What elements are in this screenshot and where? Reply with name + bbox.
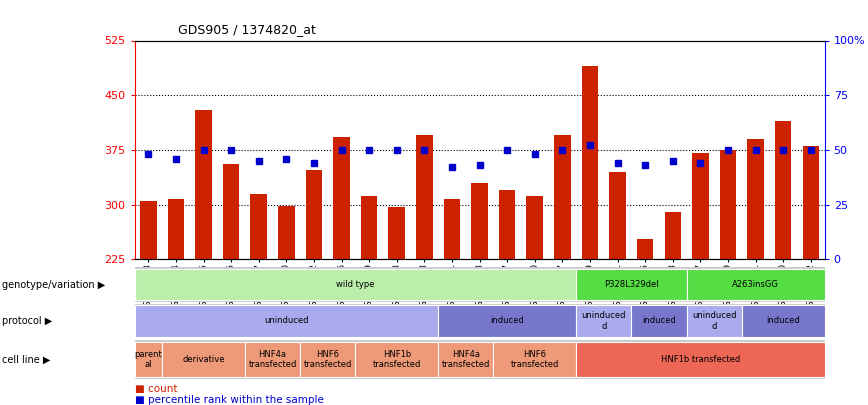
Bar <box>389 207 405 259</box>
Text: P328L329del: P328L329del <box>604 280 659 289</box>
Bar <box>223 164 240 259</box>
Bar <box>471 183 488 259</box>
Bar <box>438 305 576 337</box>
Bar <box>306 170 322 259</box>
Bar <box>665 212 681 259</box>
Bar <box>687 269 825 301</box>
Bar <box>576 342 825 377</box>
Text: derivative: derivative <box>182 355 225 364</box>
Bar <box>637 239 654 259</box>
Text: HNF1b
transfected: HNF1b transfected <box>372 350 421 369</box>
Text: uninduced
d: uninduced d <box>692 311 736 330</box>
Bar <box>245 342 300 377</box>
Text: HNF6
transfected: HNF6 transfected <box>510 350 559 369</box>
Bar <box>803 146 819 259</box>
Bar <box>438 342 493 377</box>
Bar <box>687 305 742 337</box>
Text: induced: induced <box>490 316 524 326</box>
Bar <box>499 190 516 259</box>
Text: cell line ▶: cell line ▶ <box>2 354 50 364</box>
Text: genotype/variation ▶: genotype/variation ▶ <box>2 279 105 290</box>
Text: HNF4a
transfected: HNF4a transfected <box>442 350 490 369</box>
Bar <box>195 110 212 259</box>
Text: HNF1b transfected: HNF1b transfected <box>661 355 740 364</box>
Bar <box>576 305 631 337</box>
Text: HNF4a
transfected: HNF4a transfected <box>248 350 297 369</box>
Text: parent
al: parent al <box>135 350 162 369</box>
Bar <box>333 137 350 259</box>
Bar <box>444 199 460 259</box>
Bar <box>775 121 792 259</box>
Text: uninduced: uninduced <box>264 316 309 326</box>
Bar <box>720 150 736 259</box>
Bar <box>300 342 355 377</box>
Bar <box>168 199 184 259</box>
Bar <box>135 269 576 301</box>
Bar <box>527 196 543 259</box>
Bar <box>251 194 267 259</box>
Text: uninduced
d: uninduced d <box>582 311 626 330</box>
Text: A263insGG: A263insGG <box>732 280 779 289</box>
Bar <box>135 305 438 337</box>
Text: induced: induced <box>642 316 676 326</box>
Bar <box>416 135 432 259</box>
Bar <box>493 342 576 377</box>
Text: GDS905 / 1374820_at: GDS905 / 1374820_at <box>178 23 316 36</box>
Bar <box>355 342 438 377</box>
Text: HNF6
transfected: HNF6 transfected <box>304 350 352 369</box>
Text: ■ percentile rank within the sample: ■ percentile rank within the sample <box>135 395 324 405</box>
Bar <box>631 305 687 337</box>
Bar <box>742 305 825 337</box>
Bar <box>747 139 764 259</box>
Text: wild type: wild type <box>336 280 375 289</box>
Bar <box>576 269 687 301</box>
Bar <box>554 135 570 259</box>
Bar <box>140 201 156 259</box>
Text: ■ count: ■ count <box>135 384 177 394</box>
Bar <box>582 66 598 259</box>
Text: induced: induced <box>766 316 800 326</box>
Bar <box>162 342 245 377</box>
Text: protocol ▶: protocol ▶ <box>2 316 52 326</box>
Bar <box>609 172 626 259</box>
Bar <box>135 342 162 377</box>
Bar <box>278 206 294 259</box>
Bar <box>361 196 378 259</box>
Bar <box>692 153 708 259</box>
